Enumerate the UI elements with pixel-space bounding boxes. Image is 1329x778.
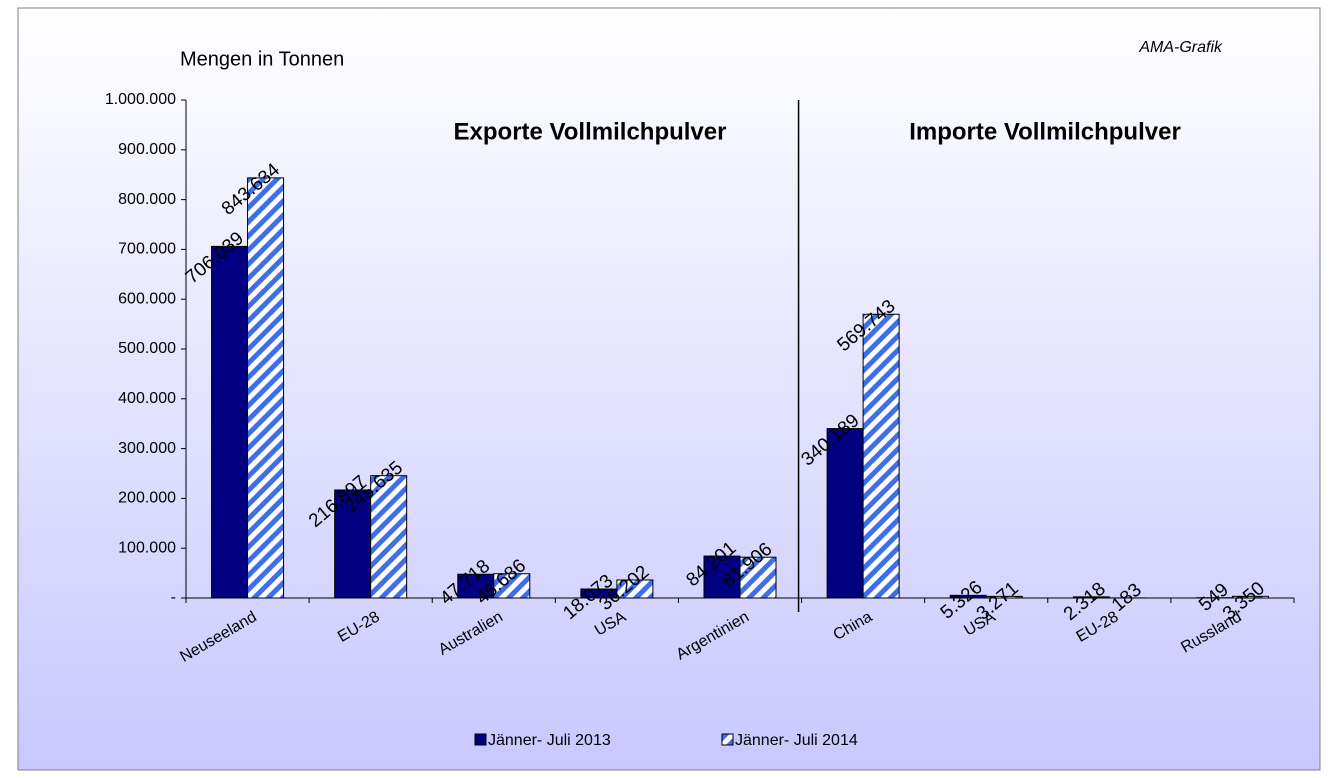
legend-swatch — [721, 733, 734, 746]
bar — [334, 489, 372, 599]
unit-label: Mengen in Tonnen — [180, 48, 344, 70]
bar — [370, 475, 408, 599]
y-tick-label: 800.000 — [118, 191, 176, 208]
y-tick-label: 200.000 — [118, 490, 176, 507]
source-label: AMA-Grafik — [1138, 39, 1223, 56]
bar — [211, 245, 249, 599]
legend-label: Jänner- Juli 2013 — [488, 732, 611, 749]
y-tick-label: 600.000 — [118, 290, 176, 307]
y-tick-label: - — [171, 589, 176, 606]
bar — [985, 595, 1023, 599]
y-tick-label: 700.000 — [118, 241, 176, 258]
bar — [247, 177, 285, 599]
imports-heading: Importe Vollmilchpulver — [909, 118, 1181, 145]
y-tick-label: 400.000 — [118, 390, 176, 407]
y-tick-label: 100.000 — [118, 539, 176, 556]
bar — [616, 579, 654, 599]
bar — [703, 555, 741, 599]
bar — [739, 556, 777, 599]
bar — [826, 428, 864, 599]
y-tick-label: 500.000 — [118, 340, 176, 357]
exports-heading: Exporte Vollmilchpulver — [454, 118, 727, 145]
y-tick-label: 900.000 — [118, 141, 176, 158]
legend-label: Jänner- Juli 2014 — [735, 732, 858, 749]
y-tick-label: 1.000.000 — [105, 91, 176, 108]
bar — [493, 573, 531, 599]
y-tick-label: 300.000 — [118, 440, 176, 457]
legend-swatch — [474, 733, 487, 746]
bar — [862, 313, 900, 599]
bar — [1231, 595, 1269, 599]
